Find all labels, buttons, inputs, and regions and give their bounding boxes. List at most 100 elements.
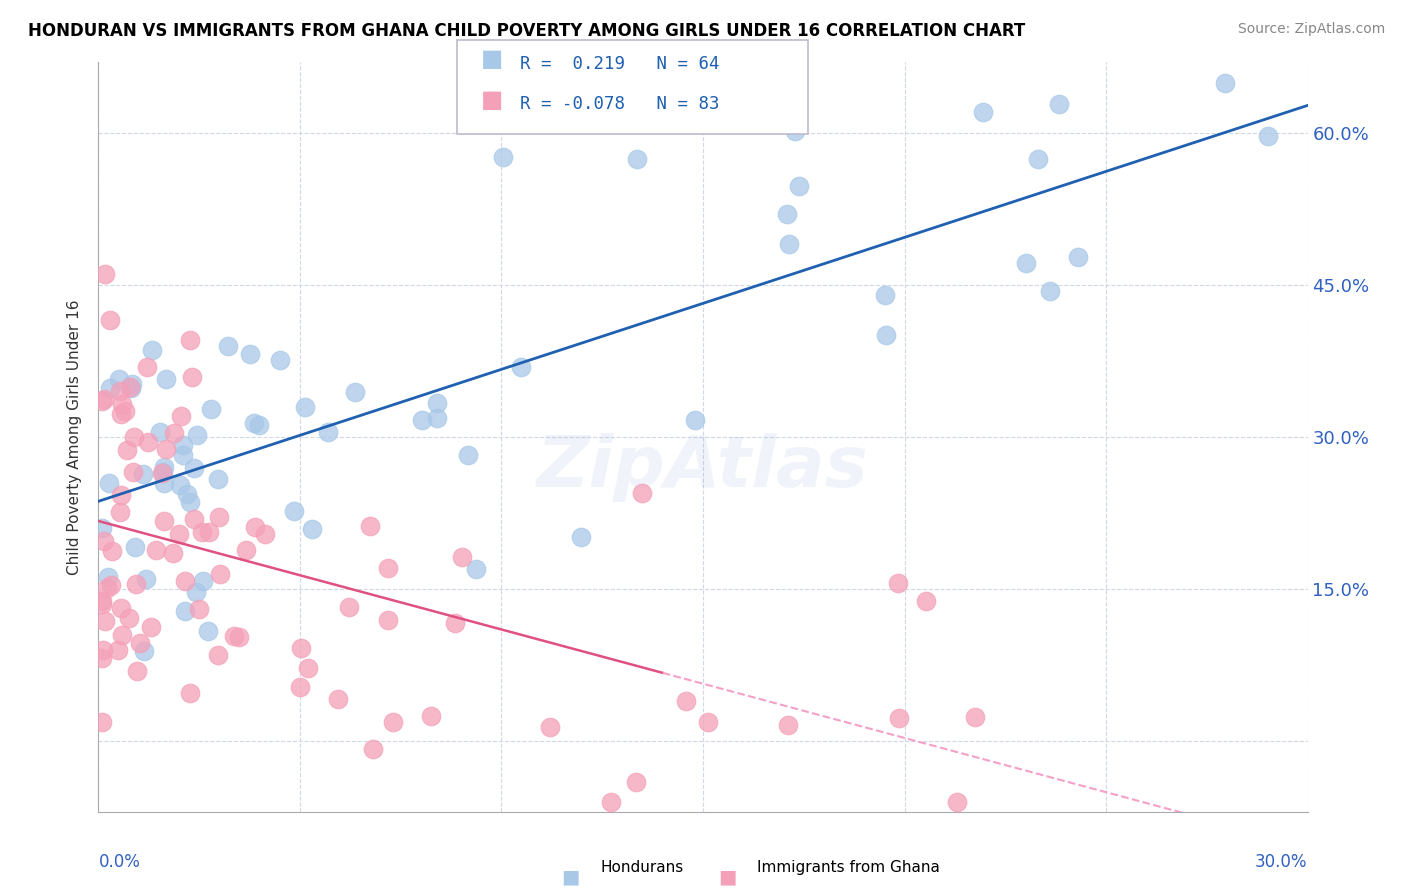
Point bbox=[110, 384, 132, 398]
Point bbox=[344, 385, 367, 400]
Point bbox=[139, 620, 162, 634]
Point bbox=[110, 488, 132, 502]
Point bbox=[631, 486, 654, 500]
Point bbox=[170, 409, 193, 424]
Point bbox=[100, 544, 122, 558]
Point bbox=[200, 401, 222, 416]
Point bbox=[283, 504, 305, 518]
Point bbox=[172, 448, 194, 462]
Point bbox=[465, 562, 488, 576]
Text: ZipAtlas: ZipAtlas bbox=[537, 433, 869, 501]
Point bbox=[339, 599, 361, 614]
Point bbox=[93, 534, 115, 549]
Point bbox=[132, 644, 155, 658]
Point bbox=[125, 664, 148, 678]
Point bbox=[187, 602, 209, 616]
Point bbox=[186, 584, 208, 599]
Point bbox=[1039, 284, 1062, 298]
Point bbox=[208, 567, 231, 582]
Point bbox=[111, 397, 134, 411]
Point bbox=[179, 686, 201, 700]
Point bbox=[149, 425, 172, 440]
Text: HONDURAN VS IMMIGRANTS FROM GHANA CHILD POVERTY AMONG GIRLS UNDER 16 CORRELATION: HONDURAN VS IMMIGRANTS FROM GHANA CHILD … bbox=[28, 22, 1025, 40]
Point bbox=[131, 467, 153, 482]
Point bbox=[155, 442, 177, 456]
Point bbox=[875, 328, 897, 343]
Point bbox=[118, 380, 141, 394]
Point bbox=[118, 611, 141, 625]
Point bbox=[411, 413, 433, 427]
Point bbox=[167, 526, 190, 541]
Point bbox=[153, 476, 176, 491]
Point bbox=[107, 372, 129, 386]
Point bbox=[294, 400, 316, 414]
Point bbox=[107, 643, 129, 657]
Point bbox=[288, 680, 311, 694]
Point bbox=[238, 347, 260, 361]
Text: R =  0.219   N = 64: R = 0.219 N = 64 bbox=[520, 55, 720, 73]
Point bbox=[599, 795, 621, 809]
Point bbox=[873, 288, 896, 302]
Point bbox=[141, 343, 163, 358]
Point bbox=[152, 465, 174, 479]
Point bbox=[98, 381, 121, 395]
Text: ■: ■ bbox=[718, 868, 737, 887]
Text: 0.0%: 0.0% bbox=[98, 853, 141, 871]
Point bbox=[91, 643, 114, 657]
Point bbox=[269, 352, 291, 367]
Point bbox=[624, 775, 647, 789]
Text: R = -0.078   N = 83: R = -0.078 N = 83 bbox=[520, 95, 720, 113]
Point bbox=[93, 392, 115, 406]
Text: ■: ■ bbox=[481, 87, 503, 112]
Point bbox=[776, 207, 799, 221]
Point bbox=[110, 505, 132, 519]
Point bbox=[129, 636, 152, 650]
Point bbox=[419, 709, 441, 723]
Point bbox=[162, 546, 184, 560]
Point bbox=[254, 526, 277, 541]
Point bbox=[96, 582, 118, 596]
Point bbox=[183, 460, 205, 475]
Y-axis label: Child Poverty Among Girls Under 16: Child Poverty Among Girls Under 16 bbox=[67, 300, 83, 574]
Point bbox=[963, 709, 986, 723]
Point bbox=[179, 495, 201, 509]
Point bbox=[207, 472, 229, 486]
Point bbox=[207, 648, 229, 662]
Point bbox=[359, 519, 381, 533]
Point bbox=[91, 594, 114, 608]
Point bbox=[328, 691, 350, 706]
Point bbox=[163, 425, 186, 440]
Point bbox=[191, 574, 214, 588]
Point bbox=[1067, 250, 1090, 264]
Point bbox=[228, 630, 250, 644]
Point bbox=[91, 394, 114, 409]
Point bbox=[93, 614, 115, 628]
Point bbox=[538, 720, 561, 734]
Point bbox=[361, 741, 384, 756]
Point bbox=[186, 428, 208, 442]
Point bbox=[290, 640, 312, 655]
Point bbox=[91, 651, 114, 665]
Point bbox=[208, 510, 231, 524]
Point bbox=[135, 572, 157, 586]
Text: Immigrants from Ghana: Immigrants from Ghana bbox=[758, 861, 941, 875]
Point bbox=[569, 530, 592, 544]
Point bbox=[217, 338, 239, 352]
Point bbox=[190, 525, 212, 540]
Point bbox=[121, 465, 143, 479]
Point bbox=[1257, 128, 1279, 143]
Point bbox=[675, 694, 697, 708]
Point bbox=[426, 411, 449, 425]
Point bbox=[696, 715, 718, 730]
Point bbox=[197, 624, 219, 638]
Point bbox=[169, 477, 191, 491]
Point bbox=[235, 543, 257, 558]
Point bbox=[91, 520, 114, 534]
Point bbox=[886, 576, 908, 591]
Point bbox=[97, 569, 120, 583]
Point bbox=[91, 715, 114, 730]
Point bbox=[110, 407, 132, 421]
Point bbox=[100, 578, 122, 592]
Point bbox=[972, 105, 994, 120]
Point bbox=[94, 267, 117, 281]
